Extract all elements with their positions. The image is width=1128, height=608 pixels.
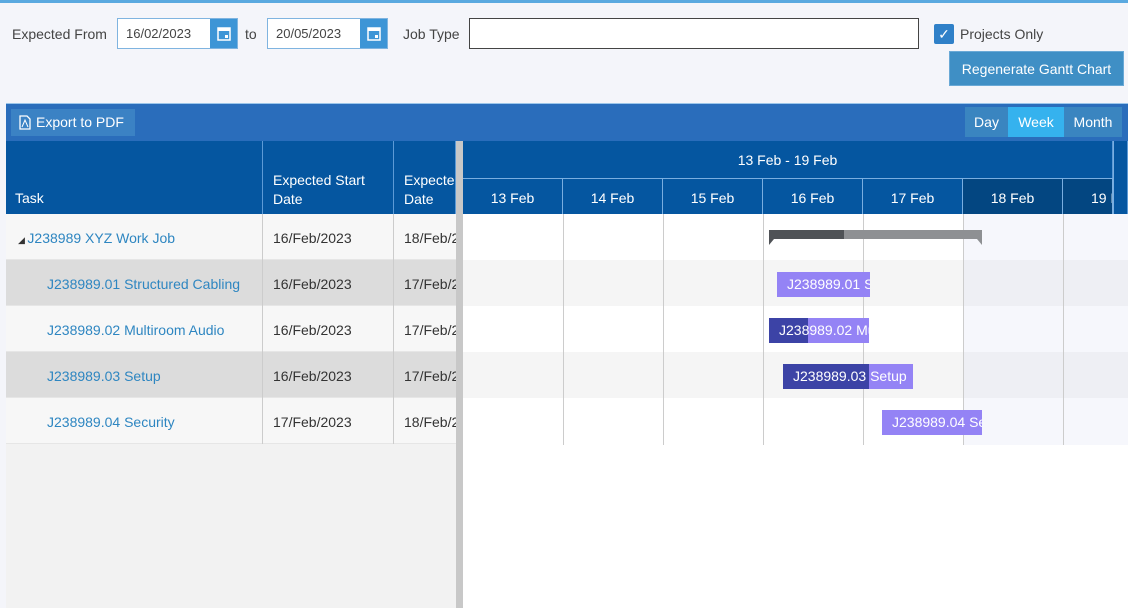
table-row[interactable]: ◢ J238989 XYZ Work Job 16/Feb/2023 18/Fe… [6,214,456,260]
task-cell: J238989.02 Multiroom Audio [6,306,263,352]
task-link[interactable]: J238989.01 Structured Cabling [47,276,241,292]
task-cell: ◢ J238989 XYZ Work Job [6,214,263,260]
end-date-cell: 17/Feb/2023 [404,322,456,338]
column-header-end[interactable]: Expected Date [394,141,456,214]
timeline-row [463,398,1128,444]
start-date-cell: 17/Feb/2023 [263,398,394,444]
task-cell: J238989.03 Setup [6,352,263,398]
day-header: 19 Feb [1063,178,1113,214]
task-link[interactable]: J238989.04 Security [47,414,175,430]
gantt-toolbar [6,103,1128,141]
end-date-cell: 18/Feb/2023 [404,230,456,246]
end-date-cell: 17/Feb/2023 [404,276,456,292]
view-week-button[interactable]: Week [1008,107,1064,137]
day-header: 15 Feb [663,178,763,214]
top-border [0,0,1128,3]
task-bar[interactable]: J238989.02 Multiroom Audio [769,318,869,343]
pdf-icon [19,115,31,130]
start-date-cell: 16/Feb/2023 [263,214,394,260]
view-month-button[interactable]: Month [1064,107,1122,137]
task-link[interactable]: J238989 XYZ Work Job [27,230,176,246]
table-row[interactable]: J238989.02 Multiroom Audio 16/Feb/2023 1… [6,306,456,352]
day-header: 16 Feb [763,178,863,214]
task-link[interactable]: J238989.02 Multiroom Audio [47,322,225,338]
expected-from-label: Expected From [12,26,107,42]
export-pdf-button[interactable]: Export to PDF [11,109,135,136]
job-type-label: Job Type [403,26,460,42]
task-link[interactable]: J238989.03 Setup [47,368,161,384]
progress-fill [769,318,808,343]
task-cell: J238989.04 Security [6,398,263,444]
start-date-cell: 16/Feb/2023 [263,352,394,398]
task-bar[interactable]: J238989.01 Structured Cabling [777,272,870,297]
day-header: 14 Feb [563,178,663,214]
next-week-header [1113,141,1128,214]
day-gridline [763,214,764,445]
projects-only-checkbox[interactable]: ✓ [934,24,954,44]
day-gridline [563,214,564,445]
regenerate-gantt-button[interactable]: Regenerate Gantt Chart [949,51,1124,86]
column-header-start[interactable]: Expected Start Date [263,141,394,214]
to-label: to [245,26,257,42]
week-header: 13 Feb - 19 Feb [463,141,1113,178]
table-row[interactable]: J238989.03 Setup 16/Feb/2023 17/Feb/2023 [6,352,456,398]
end-date-cell: 18/Feb/2023 [404,414,456,430]
splitter-handle[interactable] [456,141,463,608]
projects-only-label: Projects Only [960,26,1044,42]
calendar-icon[interactable] [210,19,237,48]
day-gridline [663,214,664,445]
end-date-cell: 17/Feb/2023 [404,368,456,384]
start-date-cell: 16/Feb/2023 [263,260,394,306]
day-header: 18 Feb [963,178,1063,214]
table-row[interactable]: J238989.04 Security 17/Feb/2023 18/Feb/2… [6,398,456,444]
weekend-shade [964,214,1128,445]
column-header-task[interactable]: Task [6,141,263,214]
start-date-cell: 16/Feb/2023 [263,306,394,352]
view-day-button[interactable]: Day [965,107,1008,137]
to-date-input[interactable]: 20/05/2023 [267,18,388,49]
day-header: 17 Feb [863,178,963,214]
task-bar[interactable]: J238989.04 Security [882,410,982,435]
progress-fill [783,364,869,389]
summary-bar[interactable] [769,230,982,246]
day-gridline [1063,214,1064,445]
calendar-icon[interactable] [360,19,387,48]
job-type-input[interactable] [469,18,919,49]
table-row[interactable]: J238989.01 Structured Cabling 16/Feb/202… [6,260,456,306]
day-header: 13 Feb [463,178,563,214]
task-bar[interactable]: J238989.03 Setup [783,364,913,389]
task-cell: J238989.01 Structured Cabling [6,260,263,306]
day-gridline [963,214,964,445]
collapse-icon[interactable]: ◢ [18,235,28,245]
from-date-input[interactable]: 16/02/2023 [117,18,238,49]
